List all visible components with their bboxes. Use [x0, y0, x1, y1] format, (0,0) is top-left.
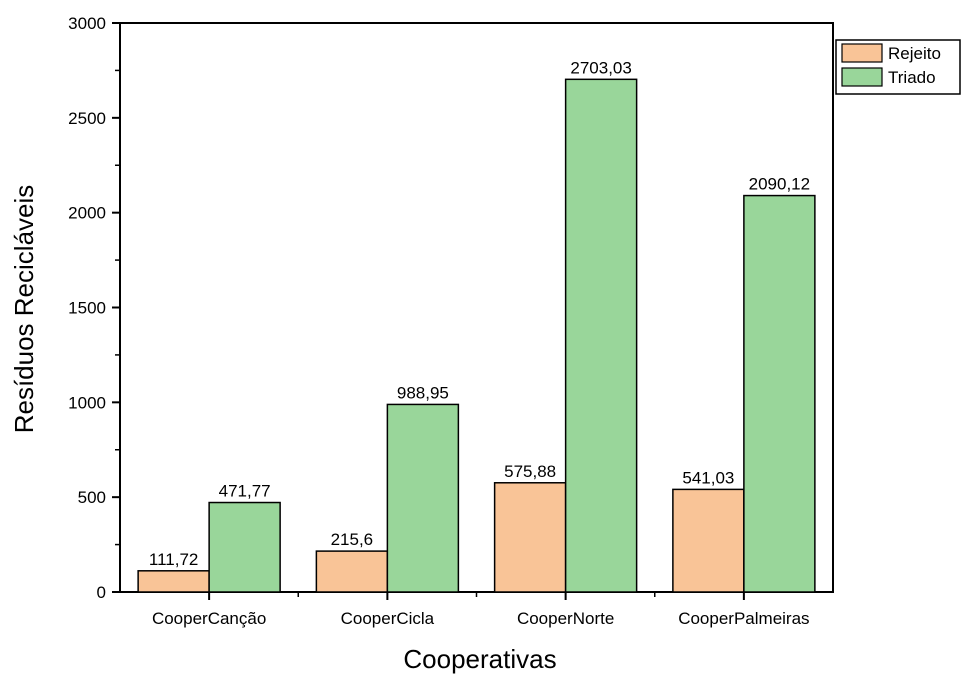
- x-axis-title: Cooperativas: [403, 644, 556, 674]
- legend: Rejeito Triado: [835, 39, 961, 95]
- bar-rejeito: [493, 482, 567, 593]
- legend-swatch: [841, 43, 883, 63]
- y-tick-label: 2000: [68, 204, 106, 223]
- x-tick-label: CooperPalmeiras: [678, 609, 809, 628]
- y-axis-title: Resíduos Recicláveis: [9, 185, 39, 434]
- y-tick-label: 3000: [68, 14, 106, 33]
- data-label: 111,72: [149, 550, 198, 569]
- legend-label: Triado: [888, 68, 936, 87]
- y-tick-label: 1000: [68, 393, 106, 412]
- data-label: 575,88: [504, 462, 556, 481]
- x-tick-label: CooperCicla: [341, 609, 435, 628]
- x-tick-label: CooperNorte: [517, 609, 614, 628]
- y-tick-label: 1500: [68, 299, 106, 318]
- data-label: 988,95: [397, 383, 449, 402]
- bar-triado: [743, 194, 816, 593]
- bar-rejeito: [315, 550, 389, 593]
- y-tick-label: 0: [97, 583, 106, 602]
- y-tick-label: 500: [78, 488, 106, 507]
- legend-label: Rejeito: [888, 44, 941, 63]
- data-label: 215,6: [331, 530, 374, 549]
- bars: 111,72 471,77 215,6 988,95 575,88 2703,03 541,…: [137, 58, 816, 593]
- y-tick-label: 2500: [68, 109, 106, 128]
- bar-rejeito: [137, 570, 210, 593]
- data-label: 2090,12: [749, 175, 810, 194]
- bar-triado: [208, 501, 281, 593]
- bar-rejeito: [672, 488, 745, 593]
- data-label: 471,77: [219, 482, 271, 501]
- bar-triado: [564, 78, 638, 593]
- y-axis: 0 500 1000 1500 2000 2500 3000: [68, 14, 120, 602]
- legend-swatch: [841, 67, 883, 87]
- data-label: 541,03: [682, 468, 734, 487]
- data-label: 2703,03: [570, 58, 631, 77]
- bar-triado: [386, 403, 460, 593]
- x-axis: CooperCanção CooperCicla CooperNorte Cooper…: [152, 592, 810, 628]
- x-tick-label: CooperCanção: [152, 609, 266, 628]
